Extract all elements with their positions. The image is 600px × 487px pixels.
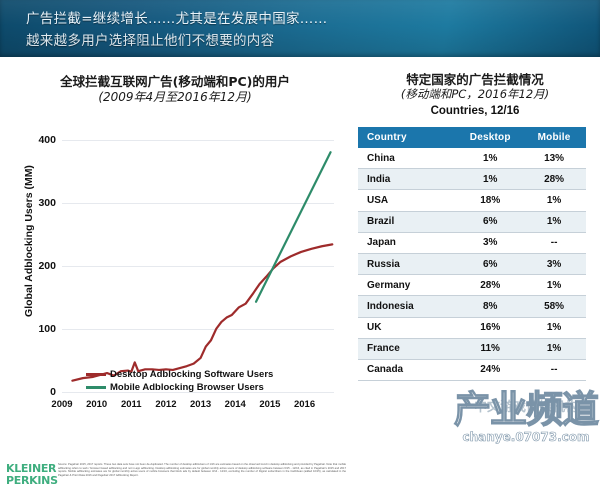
- table-cell-mobile: 28%: [522, 168, 586, 191]
- table-row: India 1% 28%: [358, 168, 586, 191]
- chart-panel: 全球拦截互联网广告(移动端和PC)的用户 (2009年4月至2016年12月) …: [0, 57, 350, 487]
- chart-plot-area: [62, 127, 334, 393]
- legend-item: Mobile Adblocking Browser Users: [86, 381, 273, 394]
- table-row: Canada 24% --: [358, 359, 586, 382]
- table-cell-desktop: 28%: [458, 274, 523, 297]
- table-cell-desktop: 18%: [458, 189, 523, 212]
- chart-title: 全球拦截互联网广告(移动端和PC)的用户: [60, 74, 290, 89]
- logo-line-2: PERKINS: [6, 474, 58, 487]
- gridline: [62, 265, 334, 267]
- y-axis-tick-label: 200: [38, 259, 56, 272]
- chart-line-series: [71, 243, 334, 382]
- chart-subtitle: (2009年4月至2016年12月): [98, 90, 252, 104]
- table-cell-mobile: --: [522, 232, 586, 254]
- y-axis-tick-label: 400: [38, 133, 56, 146]
- y-axis-tick-label: 0: [50, 386, 56, 398]
- table-cell-desktop: 6%: [458, 211, 523, 233]
- table-cell-desktop: 1%: [458, 148, 523, 170]
- table-row: Japan 3% --: [358, 232, 586, 254]
- table-column-header-desktop: Desktop: [458, 127, 523, 148]
- table-cell-country: Russia: [358, 253, 459, 276]
- table-cell-country: Japan: [358, 232, 459, 254]
- x-axis-tick-label: 2014: [224, 399, 246, 410]
- x-axis-tick-label: 2012: [155, 399, 177, 410]
- table-row: France 11% 1%: [358, 338, 586, 360]
- logo-line-1: KLEINER: [6, 462, 57, 475]
- x-axis-tick-label: 2013: [190, 399, 212, 410]
- x-axis-tick-label: 2015: [259, 399, 281, 410]
- table-row: Brazil 6% 1%: [358, 211, 586, 233]
- table-cell-mobile: 1%: [522, 317, 586, 339]
- legend-color-swatch: [86, 373, 106, 376]
- table-cell-desktop: 11%: [458, 338, 523, 360]
- table-cell-desktop: 1%: [458, 168, 523, 191]
- table-cell-country: Germany: [358, 274, 459, 297]
- table-subtitle: (移动端和PC，2016年12月): [400, 87, 550, 101]
- legend-label: Mobile Adblocking Browser Users: [110, 382, 264, 393]
- table-row: Germany 28% 1%: [358, 274, 586, 297]
- table-cell-mobile: --: [522, 359, 586, 382]
- table-cell-desktop: 24%: [458, 359, 523, 382]
- x-axis-tick-label: 2009: [51, 399, 73, 410]
- table-row: Russia 6% 3%: [358, 253, 586, 276]
- table-cell-desktop: 8%: [458, 295, 523, 318]
- table-caption: Countries, 12/16: [430, 105, 520, 117]
- table-cell-mobile: 3%: [522, 253, 586, 276]
- table-body: China 1% 13% India 1% 28% USA 18% 1% Brazil 6% 1% Ja…: [358, 148, 586, 382]
- kleiner-perkins-logo: KLEINER PERKINS: [6, 462, 58, 487]
- table-cell-country: India: [358, 168, 459, 191]
- legend-label: Desktop Adblocking Software Users: [110, 369, 274, 380]
- x-axis-tick-label: 2011: [120, 399, 142, 410]
- header-headline-line-1: 广告拦截=继续增长……尤其是在发展中国家……: [26, 11, 328, 27]
- gridline: [62, 202, 334, 204]
- table-row: USA 18% 1%: [358, 189, 586, 212]
- table-cell-country: Brazil: [358, 211, 459, 233]
- source-footnote: Source: PageFair 2015, 2017 reports. The…: [58, 463, 346, 477]
- gridline: [62, 328, 334, 330]
- table-cell-mobile: 1%: [522, 338, 586, 360]
- table-cell-country: Indonesia: [358, 295, 459, 318]
- table-cell-country: UK: [358, 317, 459, 339]
- table-column-header-mobile: Mobile: [522, 127, 586, 148]
- table-cell-country: Canada: [358, 359, 459, 382]
- x-axis-tick-label: 2010: [86, 399, 108, 410]
- legend-item: Desktop Adblocking Software Users: [86, 368, 273, 381]
- country-adblock-table: Country Desktop Mobile China 1% 13% India 1% 28…: [358, 127, 586, 382]
- table-cell-country: France: [358, 338, 459, 360]
- table-row: Indonesia 8% 58%: [358, 295, 586, 318]
- gridline: [62, 139, 334, 141]
- legend-color-swatch: [86, 386, 106, 389]
- table-cell-desktop: 16%: [458, 317, 523, 339]
- table-cell-mobile: 1%: [522, 274, 586, 297]
- header-banner: 广告拦截=继续增长……尤其是在发展中国家…… 越来越多用户选择阻止他们不想要的内…: [0, 0, 600, 57]
- table-cell-desktop: 3%: [458, 232, 523, 254]
- header-headline-line-2: 越来越多用户选择阻止他们不想要的内容: [26, 33, 275, 49]
- chart-plot-wrapper: Global Adblocking Users (MM) 0 100 200 300 4…: [0, 107, 350, 412]
- y-axis-tick-label: 300: [38, 196, 56, 209]
- table-panel: 特定国家的广告拦截情况 (移动端和PC，2016年12月) Countries,…: [350, 57, 600, 450]
- y-axis-ticks: 0 100 200 300 400: [20, 107, 56, 412]
- gridline: [62, 392, 334, 393]
- table-title: 特定国家的广告拦截情况: [406, 72, 544, 87]
- table-cell-mobile: 13%: [522, 148, 586, 170]
- table-row: China 1% 13%: [358, 148, 586, 170]
- table-cell-mobile: 1%: [522, 189, 586, 212]
- table-header-row: Country Desktop Mobile: [358, 127, 586, 148]
- chart-series-svg: [71, 151, 334, 382]
- table-row: UK 16% 1%: [358, 317, 586, 339]
- table-cell-desktop: 6%: [458, 253, 523, 276]
- chart-line-series: [254, 151, 332, 303]
- table-cell-country: USA: [358, 189, 459, 212]
- y-axis-tick-label: 100: [38, 322, 56, 335]
- table-cell-mobile: 58%: [522, 295, 586, 318]
- chart-legend: Desktop Adblocking Software Users Mobile …: [86, 368, 273, 394]
- table-cell-mobile: 1%: [522, 211, 586, 233]
- table-column-header-country: Country: [358, 127, 459, 148]
- x-axis-tick-label: 2016: [293, 399, 316, 410]
- table-cell-country: China: [358, 148, 459, 170]
